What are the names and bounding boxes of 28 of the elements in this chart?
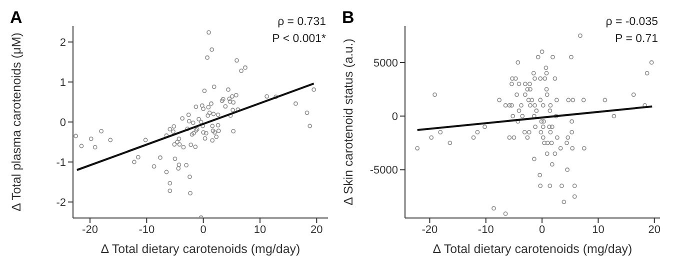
y-tick-label: 1	[60, 76, 66, 89]
x-tick-label: 20	[648, 224, 661, 236]
x-tick-label: -10	[478, 224, 494, 236]
x-tick-label: 0	[200, 224, 206, 236]
annotation: P < 0.001*	[272, 32, 326, 47]
y-tick-label: -1	[56, 156, 66, 169]
x-tick-label: 0	[538, 224, 546, 236]
x-tick-label: 20	[310, 224, 323, 236]
annotation: P = 0.71	[614, 32, 658, 47]
chart-title: A	[10, 8, 22, 28]
x-tick-label: -20	[422, 224, 438, 236]
y-axis-title: Δ Skin carotenoid status (a.u.)	[341, 38, 356, 206]
x-tick-label: -20	[82, 224, 98, 236]
y-tick-label: 2	[60, 36, 66, 49]
x-tick-label: 10	[592, 224, 604, 236]
x-axis-title: Δ Total dietary carotenoids (mg/day)	[432, 242, 632, 256]
y-tick-label: -2	[56, 196, 66, 209]
y-tick-label: 0	[392, 111, 398, 124]
y-axis-title: Δ Total plasma carotenoids (μM)	[9, 32, 24, 212]
annotation: ρ = 0.731	[276, 15, 326, 30]
y-tick-label: -5000	[370, 164, 398, 177]
x-axis-title: Δ Total dietary carotenoids (mg/day)	[100, 242, 300, 256]
chart-title: B	[342, 8, 354, 28]
y-tick-label: 0	[60, 116, 66, 129]
x-tick-label: 10	[254, 224, 266, 236]
x-tick-label: -10	[138, 224, 155, 236]
annotation: ρ = -0.035	[606, 15, 658, 30]
y-tick-label: 5000	[374, 57, 398, 70]
